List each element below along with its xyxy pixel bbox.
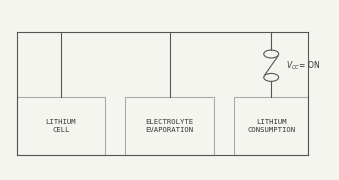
Text: ELECTROLYTE
EVAPORATION: ELECTROLYTE EVAPORATION <box>145 119 194 133</box>
Bar <box>17 97 105 155</box>
Text: LITHIUM
CONSUMPTION: LITHIUM CONSUMPTION <box>247 119 295 133</box>
Bar <box>125 97 214 155</box>
Bar <box>234 97 308 155</box>
Text: LITHIUM
CELL: LITHIUM CELL <box>46 119 76 133</box>
Text: $V_{CC}$= ON: $V_{CC}$= ON <box>286 59 321 72</box>
